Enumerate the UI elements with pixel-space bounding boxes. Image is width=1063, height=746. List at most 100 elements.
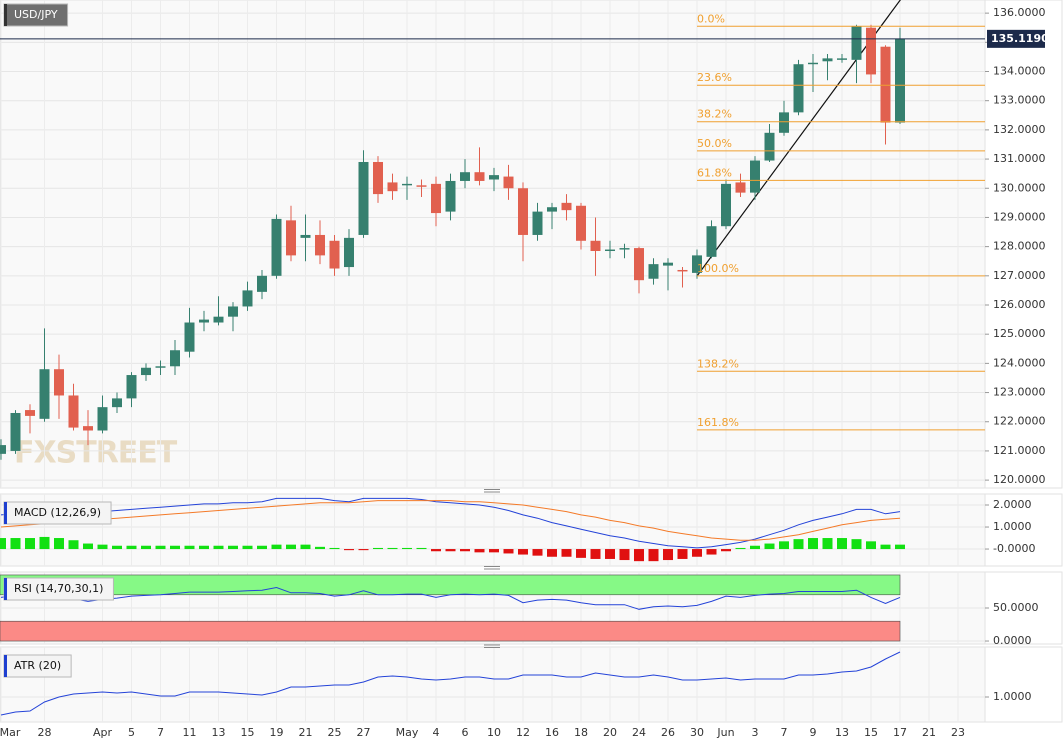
histogram-bar [561, 549, 572, 557]
candle-body [692, 255, 702, 273]
x-tick-label: Mar [0, 726, 21, 739]
y-tick-label: 130.0000 [993, 181, 1046, 194]
histogram-bar [764, 543, 775, 550]
y-tick-label: 122.0000 [993, 415, 1046, 428]
histogram-bar [590, 549, 601, 559]
candle-body [793, 64, 804, 113]
candle-body [358, 161, 369, 235]
y-tick-label: -0.0000 [993, 542, 1035, 555]
x-tick-label: 27 [357, 726, 371, 739]
last-price-box [987, 29, 1045, 48]
x-tick-label: 3 [752, 726, 759, 739]
fib-label: 23.6% [697, 71, 732, 84]
candle-body [489, 175, 499, 180]
fib-label: 0.0% [697, 12, 725, 25]
candle-body [170, 350, 180, 367]
candle-body [54, 369, 64, 396]
histogram-bar [880, 544, 891, 550]
histogram-bar [518, 549, 528, 555]
histogram-bar [344, 549, 354, 551]
last-price-label: 135.1190 [991, 32, 1049, 45]
candle-body [619, 248, 630, 250]
histogram-bar [402, 547, 412, 550]
candle-body [68, 395, 79, 428]
candle-body [895, 38, 905, 123]
histogram-bar [851, 539, 862, 550]
x-tick-label: 7 [781, 726, 788, 739]
candle-body [431, 183, 441, 214]
x-tick-label: 10 [487, 726, 501, 739]
x-tick-label: 20 [603, 726, 617, 739]
candle-body [213, 316, 224, 323]
panel-handles [484, 489, 500, 648]
candle-body [648, 264, 659, 279]
histogram-bar [54, 538, 64, 550]
histogram-bar [416, 547, 427, 550]
x-tick-label: 25 [328, 726, 342, 739]
x-tick-label: 19 [270, 726, 284, 739]
candle-body [257, 275, 267, 292]
histogram-bar [895, 544, 905, 550]
panel-background [0, 646, 986, 723]
y-tick-label: 136.0000 [993, 6, 1046, 19]
histogram-bar [242, 545, 253, 550]
candle-body [344, 237, 354, 268]
histogram-bar [141, 545, 151, 550]
histogram-bar [83, 543, 93, 550]
candle-body [112, 398, 122, 408]
fib-label: 138.2% [697, 357, 739, 370]
x-tick-label: 23 [951, 726, 965, 739]
x-tick-label: 17 [893, 726, 907, 739]
histogram-bar [692, 549, 702, 557]
histogram-bar [213, 545, 224, 550]
histogram-bar [300, 544, 311, 550]
candle-body [387, 182, 398, 192]
x-tick-label: 28 [38, 726, 52, 739]
candle-body [373, 161, 383, 195]
y-tick-label: 0.0000 [993, 634, 1032, 647]
histogram-bar [25, 538, 35, 550]
candle-body [866, 27, 876, 75]
axis-background [984, 493, 1063, 567]
candle-body [286, 220, 296, 256]
candle-body [634, 248, 644, 281]
x-tick-label: 16 [545, 726, 559, 739]
x-tick-label: 18 [574, 726, 588, 739]
histogram-bar [779, 541, 789, 550]
histogram-bar [112, 545, 122, 550]
candle-body [561, 202, 572, 211]
candle-body [880, 46, 891, 123]
histogram-bar [10, 538, 21, 550]
x-tick-label: 21 [922, 726, 936, 739]
histogram-bar [837, 538, 847, 550]
candle-body [315, 234, 325, 256]
x-tick-label: 15 [241, 726, 255, 739]
indicator-line [0, 500, 901, 541]
candle-body [271, 218, 282, 276]
indicator-line [0, 586, 901, 610]
fib-label: 161.8% [697, 416, 739, 429]
y-tick-label: 134.0000 [993, 65, 1046, 78]
candle-body [39, 369, 50, 419]
fib-label: 61.8% [697, 166, 732, 179]
candle-body [126, 375, 137, 399]
candle-body [590, 240, 601, 252]
y-tick-label: 121.0000 [993, 444, 1046, 457]
candle-body [474, 172, 485, 181]
candle-body [822, 58, 833, 62]
histogram-bar [170, 545, 180, 550]
histogram-bar [677, 549, 688, 559]
rsi-band [0, 574, 901, 596]
y-tick-label: 127.0000 [993, 269, 1046, 282]
candle-body [808, 62, 818, 65]
labels: 120.0000121.0000122.0000123.0000124.0000… [0, 3, 1049, 739]
histogram-bar [387, 547, 398, 550]
histogram-bar [358, 549, 369, 551]
histogram-bar [271, 544, 282, 550]
x-tick-label: 6 [462, 726, 469, 739]
candle-body [605, 249, 615, 252]
x-tick-label: Jun [716, 726, 734, 739]
histogram-bar [126, 545, 137, 550]
histogram-bar [199, 545, 209, 550]
histogram-bar [750, 545, 760, 550]
